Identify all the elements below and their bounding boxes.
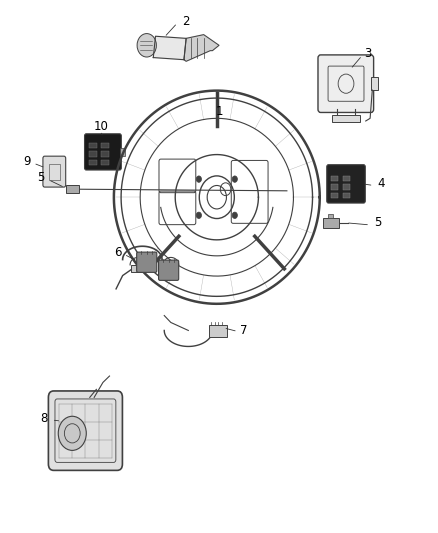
Bar [120, 148, 125, 156]
Circle shape [58, 416, 86, 450]
Bar [101, 151, 109, 157]
Text: 10: 10 [93, 120, 108, 133]
Bar [49, 164, 60, 180]
Bar [328, 214, 333, 218]
Circle shape [232, 212, 237, 219]
Bar [332, 115, 360, 122]
Bar [164, 265, 177, 272]
Circle shape [232, 176, 237, 182]
Circle shape [137, 34, 156, 57]
Text: 3: 3 [364, 47, 371, 60]
Bar [323, 218, 339, 228]
Text: 1: 1 [215, 106, 223, 118]
Bar [331, 176, 338, 181]
FancyBboxPatch shape [318, 55, 374, 112]
Text: 4: 4 [377, 177, 385, 190]
Polygon shape [184, 35, 219, 61]
Text: 6: 6 [113, 246, 121, 259]
FancyBboxPatch shape [137, 252, 157, 272]
Text: 5: 5 [38, 171, 45, 184]
Bar [343, 184, 350, 190]
Polygon shape [153, 36, 186, 60]
Bar [209, 325, 227, 337]
FancyBboxPatch shape [43, 156, 66, 187]
Text: 9: 9 [23, 155, 31, 168]
Bar [343, 176, 350, 181]
Bar [89, 143, 97, 148]
FancyBboxPatch shape [159, 260, 179, 280]
Bar [101, 160, 109, 165]
Bar [66, 185, 79, 193]
Bar [331, 193, 338, 198]
FancyBboxPatch shape [85, 134, 121, 170]
Circle shape [196, 176, 201, 182]
Text: 5: 5 [374, 216, 381, 229]
Bar [89, 151, 97, 157]
Text: 8: 8 [40, 412, 47, 425]
Bar [89, 160, 97, 165]
Bar [131, 265, 145, 272]
FancyBboxPatch shape [49, 391, 122, 470]
Text: 7: 7 [240, 324, 248, 337]
Circle shape [196, 212, 201, 219]
Bar [101, 143, 109, 148]
Bar [331, 184, 338, 190]
Bar [343, 193, 350, 198]
Text: 2: 2 [182, 15, 190, 28]
Bar [371, 77, 378, 90]
FancyBboxPatch shape [327, 165, 365, 203]
